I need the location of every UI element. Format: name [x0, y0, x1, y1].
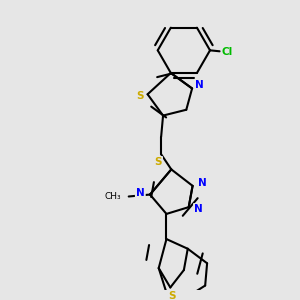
Text: S: S	[154, 157, 162, 167]
Text: Cl: Cl	[222, 47, 233, 57]
Text: N: N	[136, 188, 145, 198]
Text: S: S	[169, 291, 176, 300]
Text: N: N	[198, 178, 207, 188]
Text: S: S	[136, 91, 144, 101]
Text: N: N	[194, 204, 203, 214]
Text: N: N	[196, 80, 204, 90]
Text: CH₃: CH₃	[105, 192, 122, 201]
